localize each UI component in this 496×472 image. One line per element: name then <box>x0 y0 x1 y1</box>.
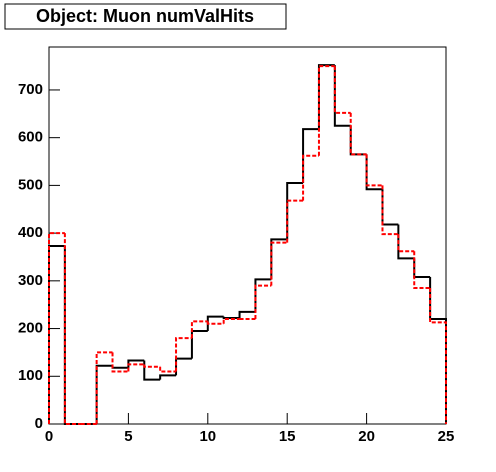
histogram-bin <box>286 182 304 240</box>
histogram-bin <box>222 318 240 324</box>
histogram-bin <box>206 315 224 331</box>
histogram-bin <box>381 185 399 236</box>
histogram-bin <box>333 66 351 114</box>
y-tick-label: 500 <box>18 176 43 193</box>
histogram-bin <box>413 251 431 289</box>
chart-title: Object: Muon numValHits <box>36 6 254 26</box>
plot-frame <box>48 46 447 425</box>
histogram-bin <box>175 337 192 372</box>
x-tick-label: 20 <box>358 428 375 445</box>
y-tick-label: 0 <box>35 415 43 432</box>
histogram-bin <box>349 112 367 156</box>
histogram-bin <box>159 366 177 373</box>
y-tick-label: 200 <box>18 320 43 337</box>
histogram-bin <box>206 321 224 325</box>
histogram-bin <box>111 352 129 373</box>
histogram-bin <box>254 284 272 320</box>
x-tick-label: 25 <box>438 428 455 445</box>
histogram-bin <box>127 363 145 372</box>
histogram-bin <box>397 234 415 253</box>
histogram-bin <box>302 154 319 201</box>
title-box <box>4 3 287 30</box>
histogram-bin <box>254 278 272 312</box>
x-tick-label: 15 <box>279 428 296 445</box>
histogram-bin <box>143 364 161 368</box>
y-tick-label: 100 <box>18 367 43 384</box>
histogram-bin <box>349 125 367 156</box>
x-tick-label: 5 <box>124 428 132 445</box>
histogram-bin <box>365 154 383 187</box>
histogram-bin <box>63 233 81 425</box>
histogram-bin <box>48 244 65 424</box>
y-tick-label: 300 <box>18 272 43 289</box>
x-tick-label: 10 <box>199 428 216 445</box>
y-tick-label: 700 <box>18 81 43 98</box>
histogram-bin <box>286 199 304 243</box>
histogram-bin <box>190 320 208 339</box>
x-tick-label: 0 <box>45 428 53 445</box>
y-tick-label: 600 <box>18 129 43 146</box>
histogram-bin <box>365 154 383 191</box>
histogram-bin <box>302 128 319 184</box>
histogram-bin <box>270 241 288 286</box>
histogram-bin <box>429 287 447 424</box>
y-tick-label: 400 <box>18 224 43 241</box>
histogram-bin <box>159 374 177 380</box>
histogram-bin <box>238 310 256 319</box>
histogram-bin <box>48 232 65 424</box>
